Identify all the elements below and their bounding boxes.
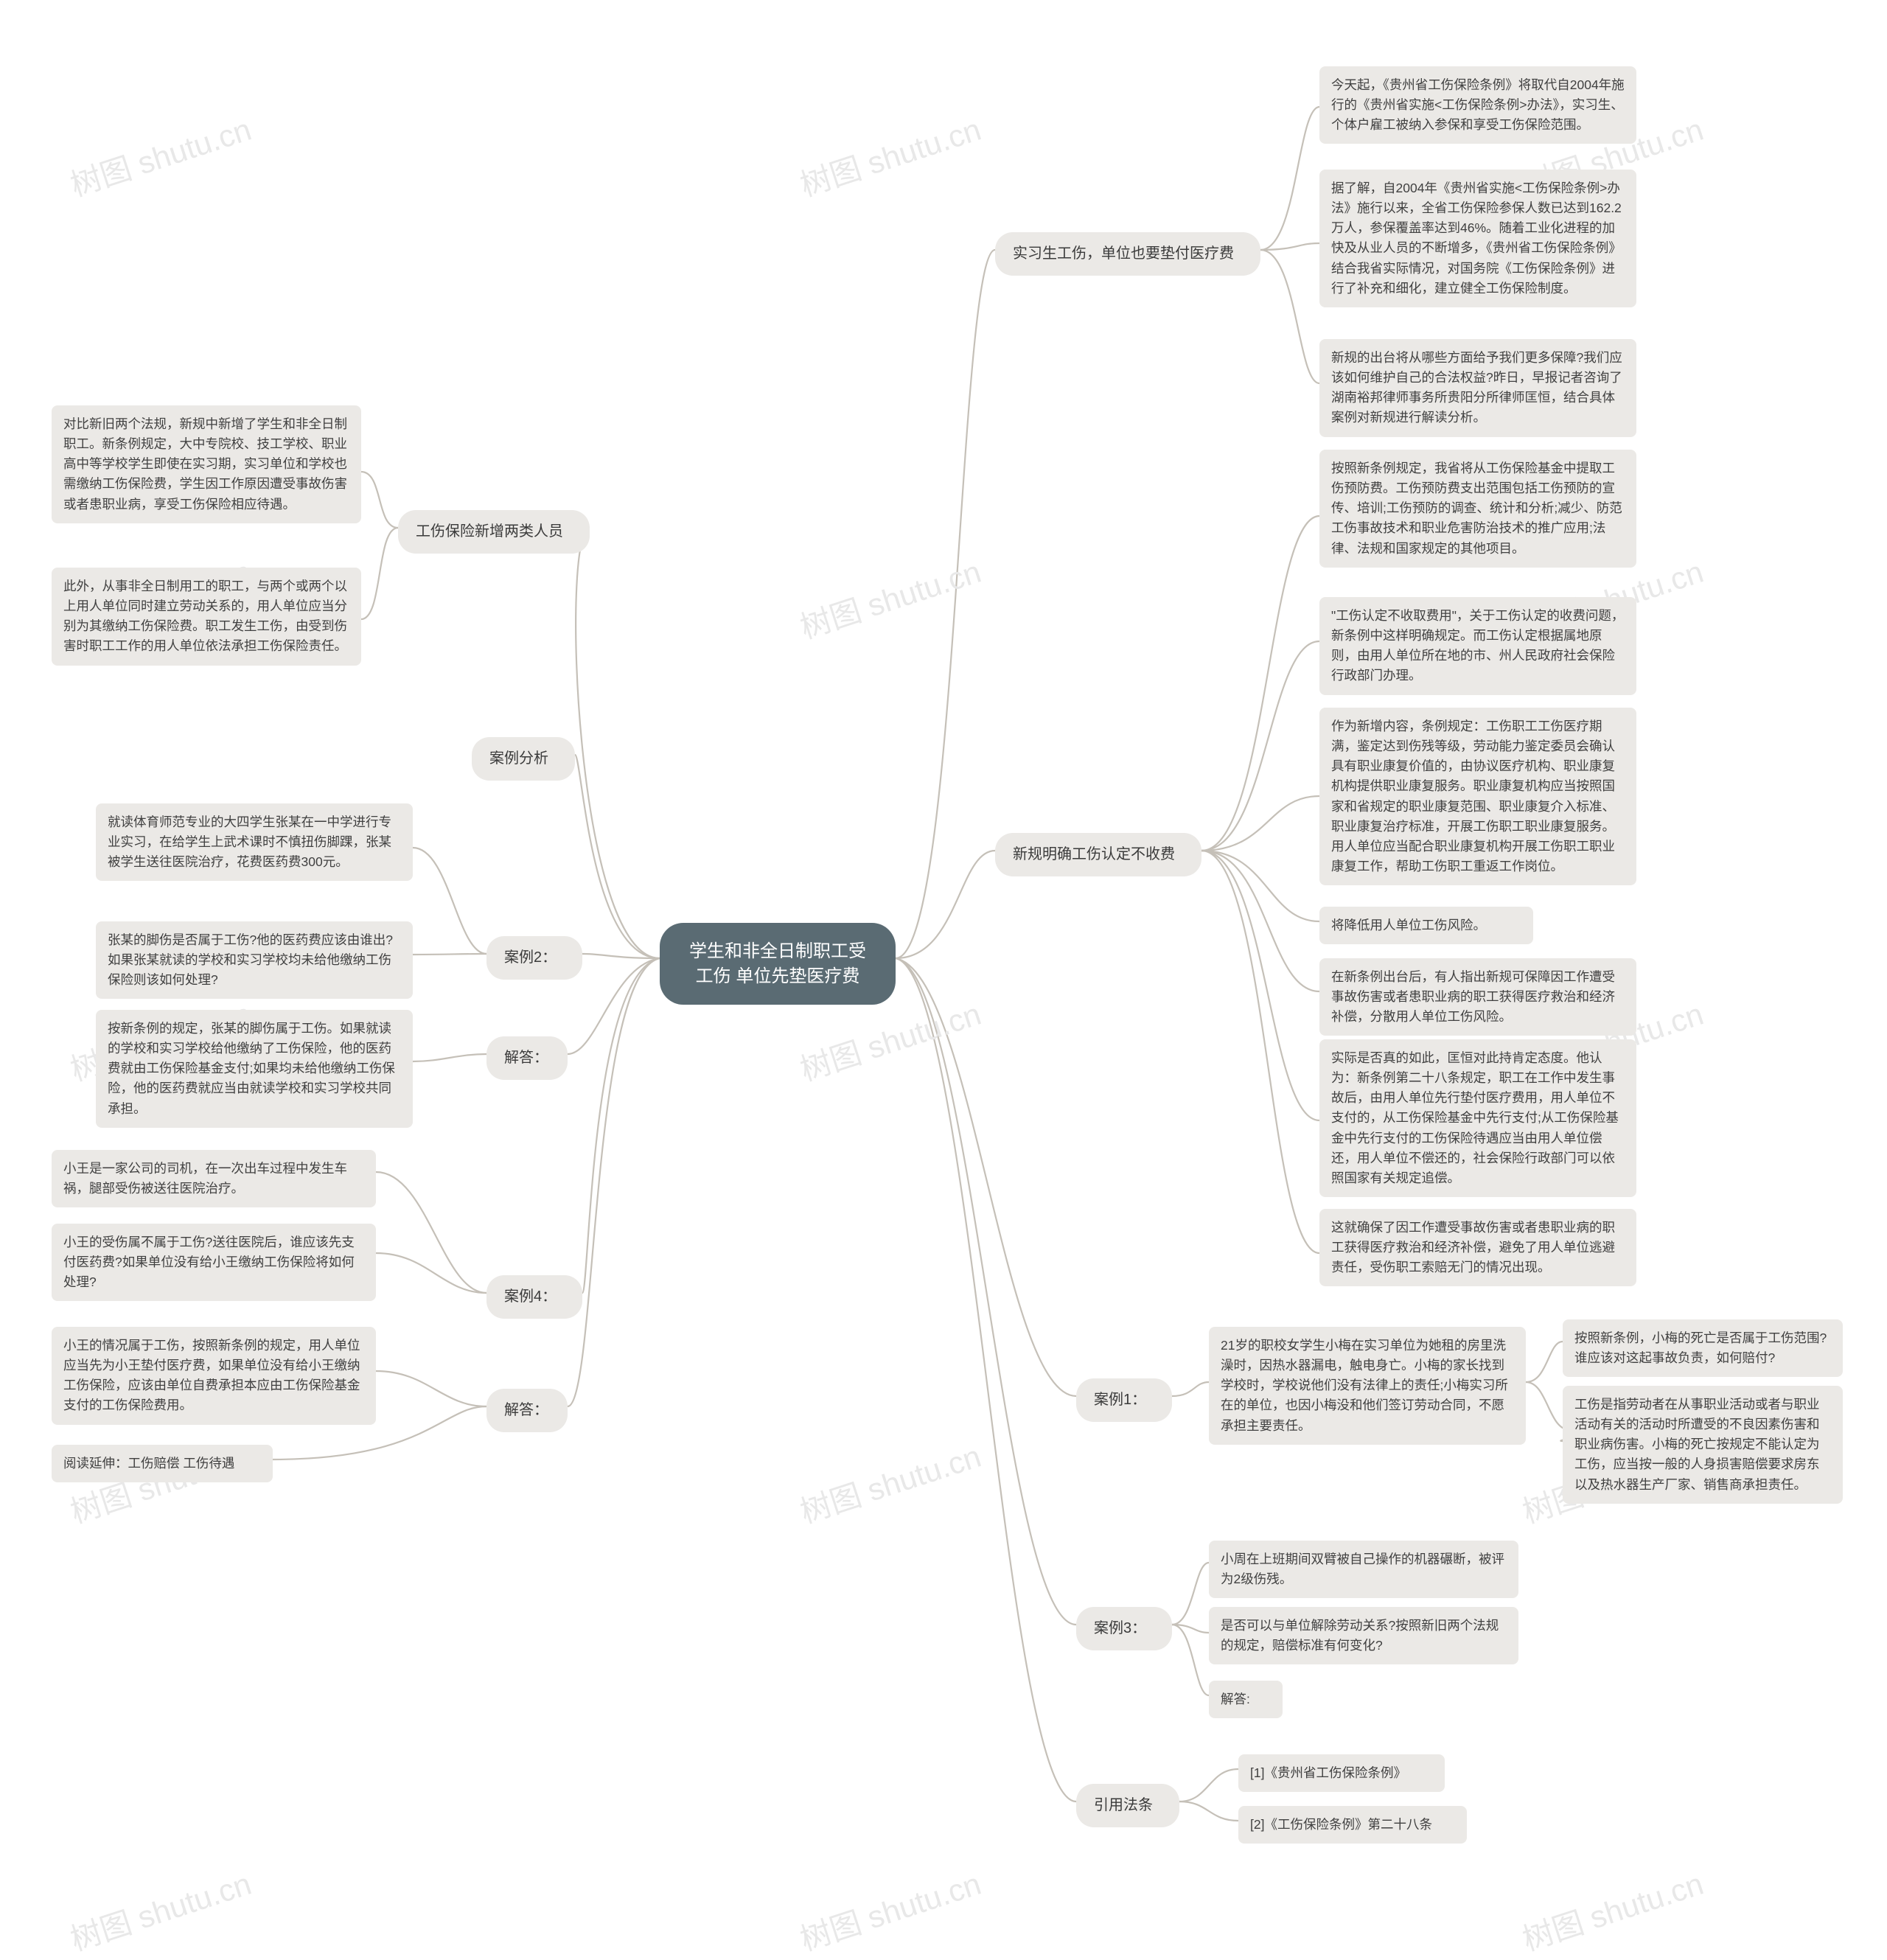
left-branch-2: 案例2：	[486, 936, 582, 980]
right-leaf-1-2: 作为新增内容，条例规定：工伤职工工伤医疗期满，鉴定达到伤残等级，劳动能力鉴定委员…	[1319, 708, 1636, 885]
right-branch-4: 引用法条	[1076, 1784, 1179, 1827]
right-branch-3: 案例3：	[1076, 1607, 1172, 1650]
left-branch-4: 案例4：	[486, 1275, 582, 1319]
left-leaf-5-0: 小王的情况属于工伤，按照新条例的规定，用人单位应当先为小王垫付医疗费，如果单位没…	[52, 1327, 376, 1425]
watermark: 树图 shutu.cn	[794, 1431, 986, 1532]
right-leaf-1-1: "工伤认定不收取费用"，关于工伤认定的收费问题，新条例中这样明确规定。而工伤认定…	[1319, 597, 1636, 695]
right-sub-2-0: 按照新条例，小梅的死亡是否属于工伤范围?谁应该对这起事故负责，如何赔付?	[1563, 1319, 1843, 1377]
watermark: 树图 shutu.cn	[64, 1859, 257, 1960]
center-node: 学生和非全日制职工受工伤 单位先垫医疗费	[660, 923, 896, 1005]
left-branch-3: 解答：	[486, 1036, 568, 1080]
right-leaf-3-0: 小周在上班期间双臂被自己操作的机器碾断，被评为2级伤残。	[1209, 1541, 1518, 1598]
right-leaf-3-1: 是否可以与单位解除劳动关系?按照新旧两个法规的规定，赔偿标准有何变化?	[1209, 1607, 1518, 1664]
right-leaf-2-0: 21岁的职校女学生小梅在实习单位为她租的房里洗澡时，因热水器漏电，触电身亡。小梅…	[1209, 1327, 1526, 1445]
right-leaf-1-6: 这就确保了因工作遭受事故伤害或者患职业病的职工获得医疗救治和经济补偿，避免了用人…	[1319, 1209, 1636, 1286]
right-leaf-0-2: 新规的出台将从哪些方面给予我们更多保障?我们应该如何维护自己的合法权益?昨日，早…	[1319, 339, 1636, 437]
left-leaf-4-0: 小王是一家公司的司机，在一次出车过程中发生车祸，腿部受伤被送往医院治疗。	[52, 1150, 376, 1207]
right-leaf-1-3: 将降低用人单位工伤风险。	[1319, 907, 1533, 944]
right-leaf-1-0: 按照新条例规定，我省将从工伤保险基金中提取工伤预防费。工伤预防费支出范围包括工伤…	[1319, 450, 1636, 568]
left-branch-0: 工伤保险新增两类人员	[398, 510, 590, 554]
watermark: 树图 shutu.cn	[64, 105, 257, 206]
right-leaf-3-2: 解答:	[1209, 1681, 1283, 1718]
left-branch-5: 解答：	[486, 1389, 568, 1432]
right-leaf-1-4: 在新条例出台后，有人指出新规可保障因工作遭受事故伤害或者患职业病的职工获得医疗救…	[1319, 958, 1636, 1036]
right-leaf-0-0: 今天起，《贵州省工伤保险条例》将取代自2004年施行的《贵州省实施<工伤保险条例…	[1319, 66, 1636, 144]
watermark: 树图 shutu.cn	[794, 1859, 986, 1960]
left-leaf-5-1: 阅读延伸：工伤赔偿 工伤待遇	[52, 1445, 273, 1482]
right-leaf-0-1: 据了解，自2004年《贵州省实施<工伤保险条例>办法》施行以来，全省工伤保险参保…	[1319, 170, 1636, 307]
left-branch-1: 案例分析	[472, 737, 575, 781]
left-leaf-4-1: 小王的受伤属不属于工伤?送往医院后，谁应该先支付医药费?如果单位没有给小王缴纳工…	[52, 1224, 376, 1301]
right-leaf-4-1: [2]《工伤保险条例》第二十八条	[1238, 1806, 1467, 1844]
right-branch-1: 新规明确工伤认定不收费	[995, 833, 1201, 876]
right-branch-2: 案例1：	[1076, 1378, 1172, 1422]
watermark: 树图 shutu.cn	[794, 105, 986, 206]
left-leaf-3-0: 按新条例的规定，张某的脚伤属于工伤。如果就读的学校和实习学校给他缴纳了工伤保险，…	[96, 1010, 413, 1128]
watermark: 树图 shutu.cn	[1516, 1859, 1709, 1960]
right-leaf-4-0: [1]《贵州省工伤保险条例》	[1238, 1754, 1445, 1792]
left-leaf-2-1: 张某的脚伤是否属于工伤?他的医药费应该由谁出?如果张某就读的学校和实习学校均未给…	[96, 921, 413, 999]
watermark: 树图 shutu.cn	[794, 547, 986, 648]
left-leaf-0-1: 此外，从事非全日制用工的职工，与两个或两个以上用人单位同时建立劳动关系的，用人单…	[52, 568, 361, 666]
left-leaf-0-0: 对比新旧两个法规，新规中新增了学生和非全日制职工。新条例规定，大中专院校、技工学…	[52, 405, 361, 523]
right-leaf-1-5: 实际是否真的如此，匡恒对此持肯定态度。他认为：新条例第二十八条规定，职工在工作中…	[1319, 1039, 1636, 1197]
right-branch-0: 实习生工伤，单位也要垫付医疗费	[995, 232, 1260, 276]
left-leaf-2-0: 就读体育师范专业的大四学生张某在一中学进行专业实习，在给学生上武术课时不慎扭伤脚…	[96, 803, 413, 881]
right-sub2-2-0: 工伤是指劳动者在从事职业活动或者与职业活动有关的活动时所遭受的不良因素伤害和职业…	[1563, 1386, 1843, 1504]
center-label: 学生和非全日制职工受工伤 单位先垫医疗费	[689, 941, 866, 986]
